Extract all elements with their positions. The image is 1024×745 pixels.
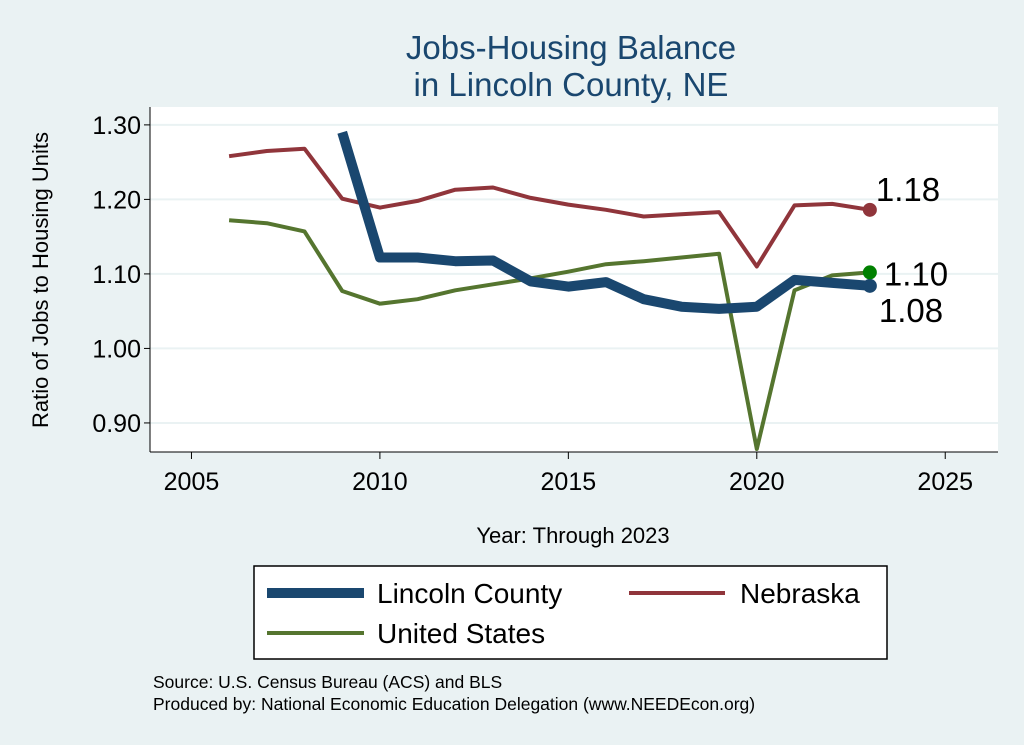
end-points <box>862 202 877 293</box>
legend-label-nebraska: Nebraska <box>740 578 860 609</box>
legend-label-united-states: United States <box>377 618 545 649</box>
y-tick-label: 1.30 <box>92 112 141 140</box>
y-tick-label: 1.20 <box>92 186 141 214</box>
series-layer <box>228 130 871 451</box>
legend: Lincoln County Nebraska United States <box>253 565 888 660</box>
y-tick-label: 1.10 <box>92 261 141 289</box>
series-line-nebraska <box>228 146 871 269</box>
x-tick-label: 2005 <box>164 468 220 496</box>
end-label-united-states: 1.10 <box>884 255 948 292</box>
y-tick-label: 0.90 <box>92 410 141 438</box>
legend-items: Lincoln County Nebraska United States <box>267 578 860 649</box>
series-line-united-states <box>228 218 871 451</box>
y-tick-label: 1.00 <box>92 335 141 363</box>
end-point-nebraska <box>862 202 877 217</box>
x-tick-label: 2020 <box>729 468 785 496</box>
end-labels: 1.08 1.18 1.10 <box>876 171 948 329</box>
chart-title-line-2: in Lincoln County, NE <box>414 66 729 103</box>
plot-area <box>150 107 998 452</box>
series-line-lincoln-county <box>337 130 871 314</box>
chart-title-line-1: Jobs-Housing Balance <box>406 29 736 66</box>
end-label-lincoln-county: 1.08 <box>879 292 943 329</box>
end-label-nebraska: 1.18 <box>876 171 940 208</box>
x-tick-label: 2015 <box>541 468 597 496</box>
producer-line: Produced by: National Economic Education… <box>153 694 755 714</box>
end-point-lincoln-county <box>862 278 877 293</box>
y-ticks: 0.90 1.00 1.10 1.20 1.30 <box>92 112 150 438</box>
source-line: Source: U.S. Census Bureau (ACS) and BLS <box>153 672 502 692</box>
legend-label-lincoln-county: Lincoln County <box>377 578 562 609</box>
x-tick-label: 2025 <box>917 468 973 496</box>
x-axis-title: Year: Through 2023 <box>476 523 669 548</box>
y-axis-title: Ratio of Jobs to Housing Units <box>28 132 53 428</box>
legend-box <box>253 565 888 660</box>
x-ticks: 2005 2010 2015 2020 2025 <box>164 452 973 496</box>
x-tick-label: 2010 <box>352 468 408 496</box>
end-point-united-states <box>862 265 877 280</box>
